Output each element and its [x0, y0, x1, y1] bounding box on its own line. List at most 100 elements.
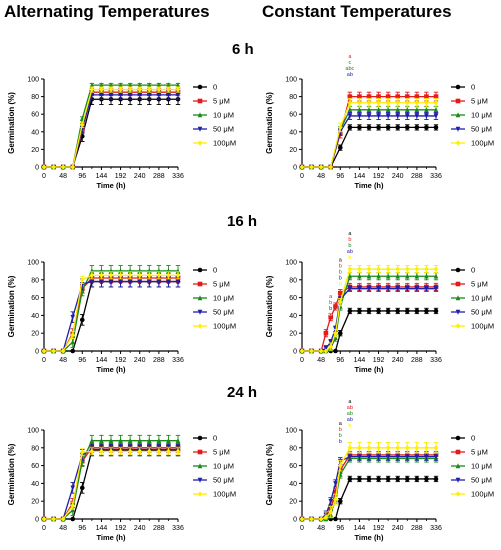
x-tick-label: 192: [373, 357, 385, 364]
data-point: [108, 279, 114, 285]
series-line: [44, 450, 178, 520]
data-point: [146, 86, 152, 93]
significance-letter: abc: [345, 66, 354, 72]
data-point: [127, 86, 133, 93]
data-point: [424, 107, 429, 113]
data-point: [404, 94, 410, 99]
data-point: [414, 273, 420, 279]
y-axis-label: Germination (%): [265, 443, 274, 505]
legend-marker: [197, 435, 203, 441]
chart-panel-2: 0 20 40 60 80 100 0 48 96 144 192 240 288 336 Time (h)…: [265, 54, 494, 190]
data-point: [70, 314, 76, 320]
legend-marker: [455, 84, 461, 90]
significance-letter: b: [348, 243, 351, 249]
x-tick-label: 48: [317, 357, 325, 364]
x-tick-label: 0: [42, 525, 46, 532]
legend-marker: [455, 98, 461, 104]
data-point: [404, 107, 410, 113]
data-point: [127, 437, 133, 443]
x-tick-label: 48: [317, 173, 325, 180]
x-tick-label: 0: [300, 173, 304, 180]
y-tick-label: 100: [285, 260, 297, 267]
legend: 0 5 μM 10 μM 50 μM 100μM: [451, 266, 494, 331]
data-point: [357, 99, 362, 106]
x-tick-label: 48: [59, 173, 67, 180]
data-point: [366, 94, 372, 99]
data-point: [328, 314, 334, 320]
data-point: [424, 308, 429, 314]
y-axis-label: Germination (%): [7, 275, 16, 337]
data-point: [366, 107, 372, 113]
data-point: [347, 99, 353, 106]
data-point: [79, 317, 85, 323]
significance-letter: b: [339, 270, 342, 276]
series-line: [44, 449, 178, 520]
data-point: [347, 94, 353, 99]
data-point: [70, 339, 76, 345]
x-tick-label: 192: [373, 173, 385, 180]
data-point: [395, 99, 401, 106]
data-point: [395, 308, 401, 314]
data-point: [51, 516, 56, 522]
legend-marker: [197, 295, 203, 301]
legend-label: 100μM: [213, 322, 236, 331]
legend-label: 10 μM: [213, 462, 234, 471]
y-tick-label: 60: [289, 295, 297, 302]
data-point: [395, 445, 401, 451]
legend-marker: [455, 267, 461, 273]
data-point: [146, 437, 152, 443]
significance-letter: ab: [347, 417, 353, 423]
data-point: [99, 272, 104, 279]
data-point: [366, 286, 372, 292]
x-tick-label: 48: [59, 357, 67, 364]
data-point: [108, 92, 114, 98]
y-tick-label: 60: [289, 112, 297, 119]
legend: 0 5 μM 10 μM 50 μM 100μM: [193, 434, 236, 499]
data-point: [385, 99, 391, 106]
data-point: [347, 113, 353, 119]
data-point: [433, 286, 439, 292]
data-point: [166, 279, 171, 285]
x-tick-label: 144: [354, 357, 366, 364]
y-tick-label: 40: [289, 129, 297, 136]
data-point: [395, 113, 401, 119]
data-point: [127, 92, 133, 98]
data-point: [404, 476, 410, 482]
legend-label: 5 μM: [213, 280, 230, 289]
series-4: [299, 452, 439, 522]
data-point: [385, 94, 391, 99]
data-point: [175, 272, 181, 279]
data-point: [357, 286, 362, 292]
series-line: [302, 126, 436, 168]
data-point: [414, 476, 420, 482]
series-5: [41, 271, 181, 354]
data-point: [137, 437, 143, 443]
data-point: [137, 272, 143, 279]
data-point: [366, 308, 372, 314]
y-tick-label: 80: [289, 445, 297, 452]
data-point: [166, 92, 171, 98]
significance-letter: ab: [347, 72, 353, 78]
data-point: [337, 299, 343, 305]
data-point: [357, 273, 362, 279]
data-point: [328, 343, 334, 350]
data-point: [337, 124, 343, 131]
data-point: [127, 448, 133, 455]
legend-label: 50 μM: [471, 308, 492, 317]
data-point: [60, 516, 66, 522]
legend-label: 10 μM: [213, 111, 234, 120]
series-line: [302, 288, 436, 352]
y-tick-label: 20: [289, 499, 297, 506]
data-point: [333, 348, 338, 354]
y-tick-label: 100: [27, 260, 39, 267]
data-point: [433, 308, 439, 314]
data-point: [89, 272, 95, 279]
data-point: [357, 125, 362, 130]
column-title-constant: Constant Temperatures: [262, 2, 452, 21]
series-5: [299, 265, 439, 354]
data-point: [323, 514, 329, 521]
data-point: [347, 266, 353, 272]
data-point: [175, 82, 181, 88]
significance-letter: a: [348, 54, 352, 60]
